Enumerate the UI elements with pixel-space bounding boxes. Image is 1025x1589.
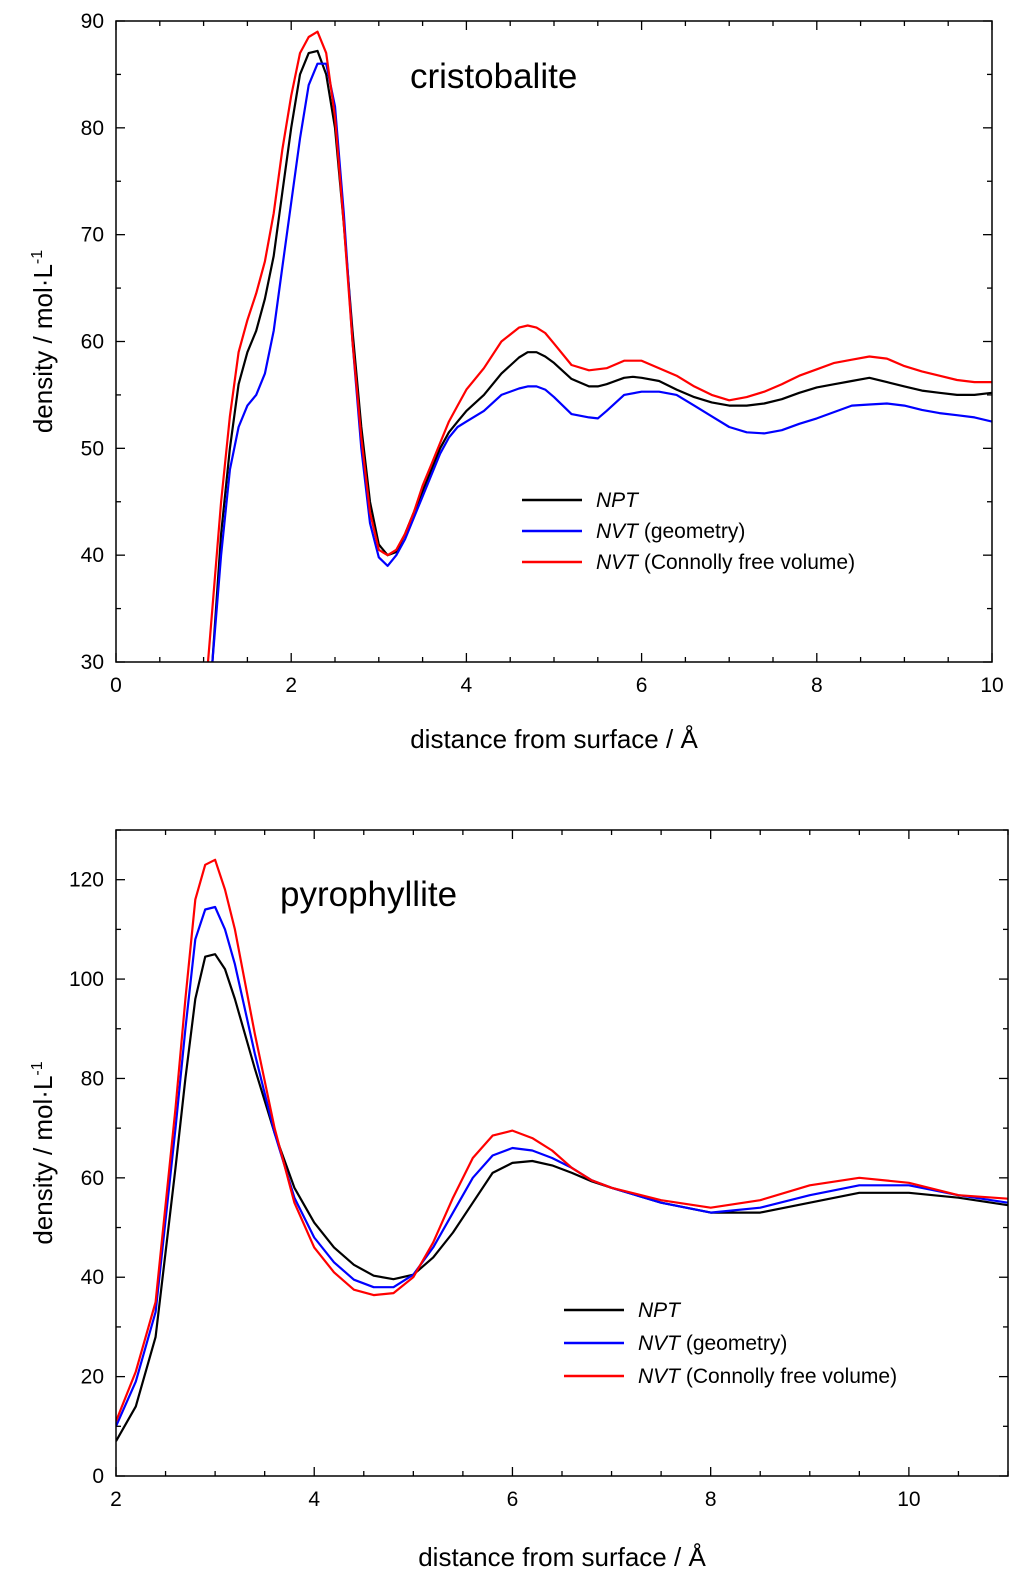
legend-label-1: NPT <box>638 1299 682 1322</box>
y-tick-label: 60 <box>81 331 104 354</box>
series-line-2 <box>116 905 1008 1427</box>
y-tick-label: 40 <box>81 1266 104 1289</box>
x-axis-label: distance from surface / Å <box>418 1542 706 1572</box>
series-line-2 <box>211 62 992 662</box>
x-tick-label: 4 <box>308 1488 320 1511</box>
legend-label-1: NPT <box>596 489 640 512</box>
y-axis-label: density / mol·L-1 <box>28 1061 58 1244</box>
y-axis-label-main: density / mol·L <box>28 264 58 433</box>
x-tick-label: 2 <box>110 1488 122 1511</box>
chart-title: cristobalite <box>410 57 577 96</box>
y-tick-label: 80 <box>81 117 104 140</box>
legend-label-italic: NVT <box>638 1365 682 1388</box>
y-axis-label-superscript: -1 <box>29 250 46 264</box>
x-axis-label: distance from surface / Å <box>410 724 698 754</box>
legend-label-italic: NVT <box>596 551 640 574</box>
y-tick-label: 100 <box>69 968 104 991</box>
legend-label-3: NVT (Connolly free volume) <box>638 1365 897 1388</box>
x-tick-label: 8 <box>705 1488 717 1511</box>
x-tick-label: 6 <box>507 1488 519 1511</box>
y-tick-label: 90 <box>81 10 104 33</box>
y-tick-label: 0 <box>92 1465 104 1488</box>
y-tick-label: 30 <box>81 651 104 674</box>
x-tick-label: 0 <box>110 674 122 697</box>
x-tick-label: 6 <box>636 674 648 697</box>
x-tick-label: 10 <box>897 1488 920 1511</box>
y-tick-label: 20 <box>81 1366 104 1389</box>
chart-panel-1: 0 2 4 6 8 10 30 40 50 60 70 80 90 cristobalite distanc… <box>28 10 1004 754</box>
y-tick-label: 40 <box>81 544 104 567</box>
series-line-3 <box>206 30 992 662</box>
x-tick-label: 4 <box>461 674 473 697</box>
y-tick-label: 60 <box>81 1167 104 1190</box>
y-tick-label: 120 <box>69 869 104 892</box>
y-tick-label: 50 <box>81 437 104 460</box>
y-axis-label: density / mol·L-1 <box>28 250 58 433</box>
legend-label-rest: (Connolly free volume) <box>638 551 855 574</box>
legend-label-italic: NPT <box>638 1299 682 1322</box>
legend-label-italic: NVT <box>596 520 640 543</box>
legend-label-italic: NPT <box>596 489 640 512</box>
x-tick-label: 2 <box>285 674 297 697</box>
plot-frame <box>115 20 993 663</box>
y-tick-label: 70 <box>81 224 104 247</box>
legend-label-italic: NVT <box>638 1332 682 1355</box>
series-line-3 <box>116 858 1008 1422</box>
legend-label-3: NVT (Connolly free volume) <box>596 551 855 574</box>
legend-label-2: NVT (geometry) <box>596 520 745 543</box>
y-tick-label: 80 <box>81 1067 104 1090</box>
legend-label-2: NVT (geometry) <box>638 1332 787 1355</box>
series-line-1 <box>211 49 992 662</box>
legend-label-rest: (geometry) <box>638 520 745 543</box>
x-tick-label: 10 <box>980 674 1003 697</box>
chart-title: pyrophyllite <box>280 875 457 914</box>
y-axis-label-superscript: -1 <box>29 1061 46 1075</box>
x-tick-label: 8 <box>811 674 823 697</box>
legend-label-rest: (geometry) <box>680 1332 787 1355</box>
legend-label-rest: (Connolly free volume) <box>680 1365 897 1388</box>
y-axis-label-main: density / mol·L <box>28 1076 58 1245</box>
